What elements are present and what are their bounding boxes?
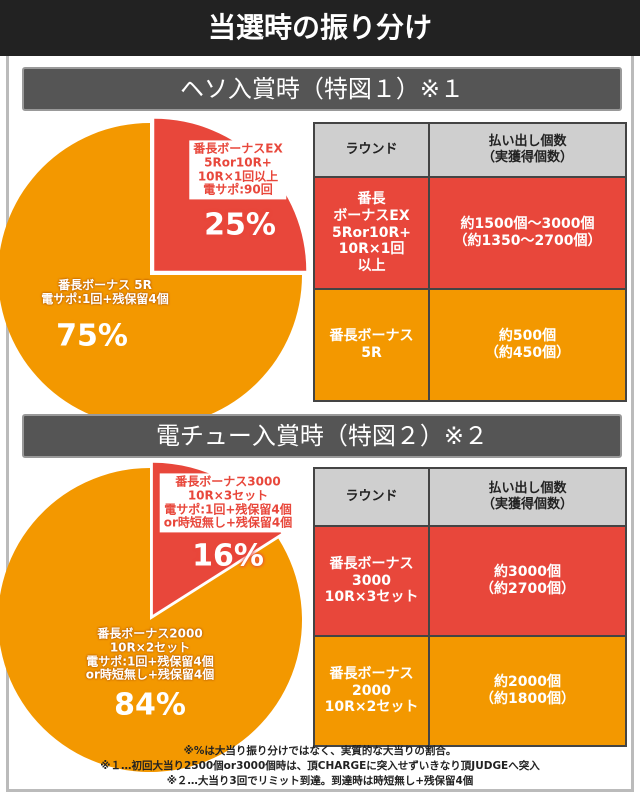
round-cell: 番長ボーナス 3000 10R×3セット (313, 525, 430, 637)
note: ※２…大当り3回でリミット到達。到達時は時短無し+残保留4個 (166, 775, 474, 787)
slice-label: 番長ボーナスEX 5Ror10R+ 10R×1回以上 電サポ:90回 (189, 140, 287, 200)
header-cell: 払い出し個数 （実獲得個数） (428, 467, 627, 527)
round-cell: 番長ボーナス 2000 10R×2セット (313, 635, 430, 747)
payout-cell: 約3000個 （約2700個） (428, 525, 627, 637)
notes: ※%は大当り振り分けではなく、実質的な大当りの割合。 ※１…初回大当り2500個… (0, 744, 640, 789)
round-cell: 番長 ボーナスEX 5Ror10R+ 10R×1回 以上 (313, 176, 430, 290)
section-heading: ヘソ入賞時（特図１）※１ (22, 67, 622, 111)
pie-slice (0, 123, 302, 427)
round-cell: 番長ボーナス 5R (313, 288, 430, 402)
slice-label: 番長ボーナス2000 10R×2セット 電サポ:1回+残保留4個 or時短無し+… (85, 626, 215, 682)
slice-label: 番長ボーナス3000 10R×3セット 電サポ:1回+残保留4個 or時短無し+… (159, 473, 297, 533)
slice-value: 84% (114, 687, 186, 723)
header-cell: 払い出し個数 （実獲得個数） (428, 122, 627, 178)
slice-value: 16% (192, 538, 264, 574)
header-cell: ラウンド (313, 122, 430, 178)
payout-table: ラウンド 払い出し個数 （実獲得個数） 番長 ボーナスEX 5Ror10R+ 10… (313, 122, 627, 402)
note: ※１…初回大当り2500個or3000個時は、頂CHARGEに突入せずいきなり頂… (100, 760, 540, 772)
payout-cell: 約1500個～3000個 （約1350～2700個） (428, 176, 627, 290)
payout-table: ラウンド 払い出し個数 （実獲得個数） 番長ボーナス 3000 10R×3セット約… (313, 467, 627, 747)
note: ※%は大当り振り分けではなく、実質的な大当りの割合。 (183, 745, 457, 757)
payout-cell: 約500個 （約450個） (428, 288, 627, 402)
payout-cell: 約2000個 （約1800個） (428, 635, 627, 747)
page-title: 当選時の振り分け (0, 0, 640, 56)
slice-label: 番長ボーナス 5R 電サポ:1回+残保留4個 (41, 278, 169, 306)
slice-value: 75% (56, 318, 128, 354)
pie-slice (0, 468, 302, 772)
slice-value: 25% (204, 207, 276, 243)
header-cell: ラウンド (313, 467, 430, 527)
section-heading: 電チュー入賞時（特図２）※２ (22, 414, 622, 458)
